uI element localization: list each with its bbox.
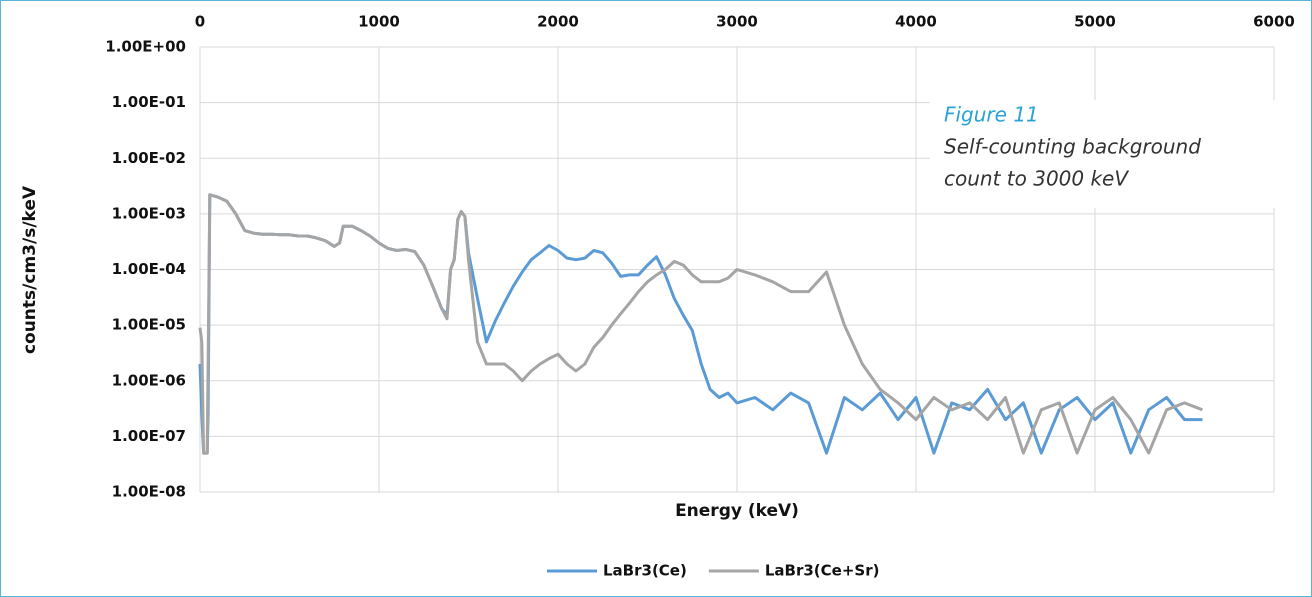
legend-label: LaBr3(Ce) [603, 562, 687, 580]
x-axis-label: Energy (keV) [675, 501, 799, 521]
y-axis-label: counts/cm3/s/keV [20, 185, 40, 354]
x-tick-label: 3000 [716, 13, 758, 31]
y-tick-label: 1.00E-06 [112, 371, 186, 389]
y-tick-label: 1.00E+00 [105, 38, 186, 56]
x-tick-label: 1000 [358, 13, 400, 31]
annotation-text: count to 3000 keV [944, 167, 1129, 191]
legend-label: LaBr3(Ce+Sr) [765, 562, 880, 580]
y-tick-label: 1.00E-02 [112, 149, 186, 167]
x-tick-label: 2000 [537, 13, 579, 31]
y-tick-label: 1.00E-01 [112, 93, 186, 111]
annotation-text: Self-counting background [944, 135, 1201, 159]
x-tick-label: 4000 [895, 13, 937, 31]
y-tick-label: 1.00E-08 [112, 483, 186, 501]
y-tick-label: 1.00E-03 [112, 204, 186, 222]
y-tick-label: 1.00E-07 [112, 427, 186, 445]
x-tick-label: 0 [195, 13, 205, 31]
annotation-title: Figure 11 [944, 103, 1039, 127]
x-tick-label: 6000 [1253, 13, 1295, 31]
series-line [198, 193, 1203, 455]
y-tick-label: 1.00E-05 [112, 316, 186, 334]
annotation-box [930, 100, 1275, 208]
x-tick-label: 5000 [1074, 13, 1116, 31]
y-tick-label: 1.00E-04 [112, 260, 186, 278]
